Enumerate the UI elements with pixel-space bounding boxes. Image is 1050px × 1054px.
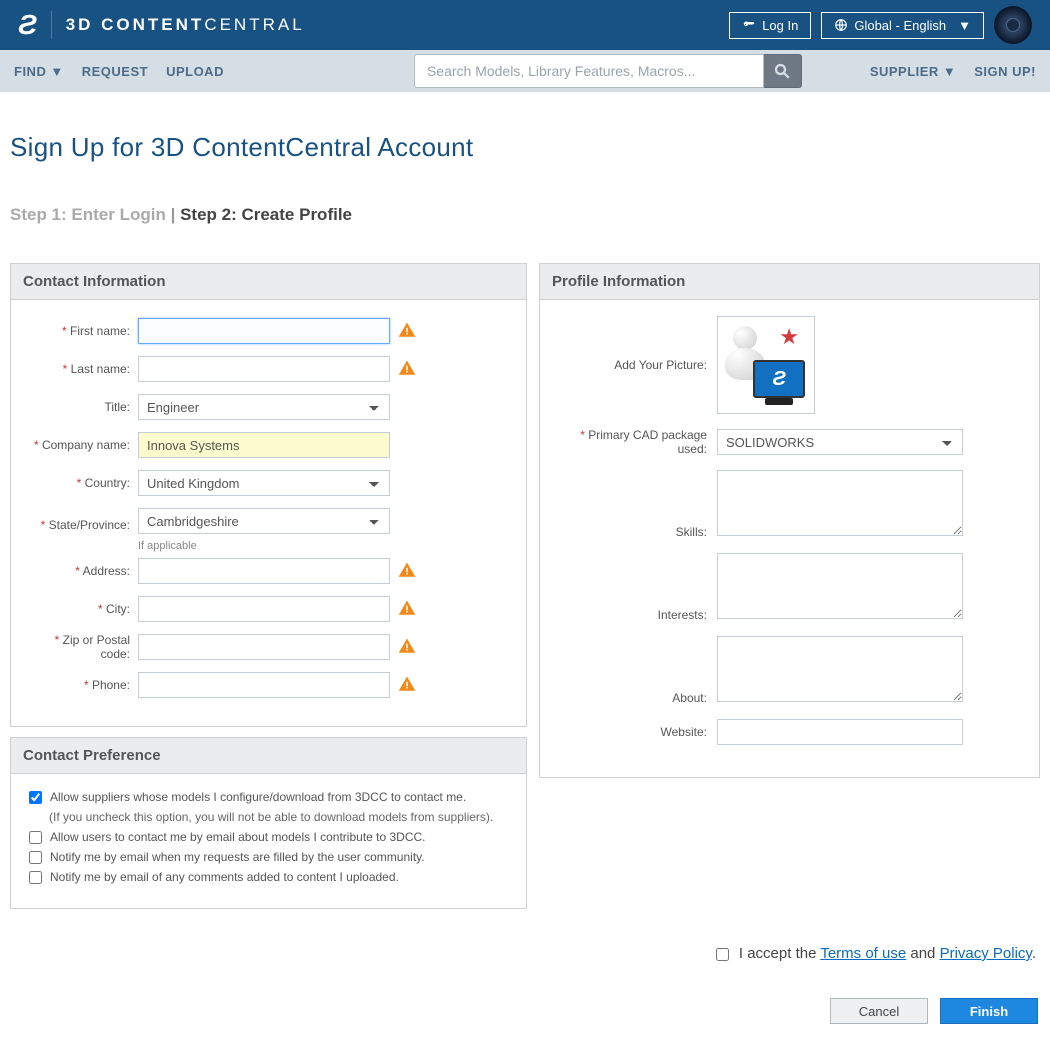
country-label: * Country: [29,476,134,490]
picture-label: Add Your Picture: [558,358,713,372]
nav-request[interactable]: REQUEST [82,64,148,79]
steps: Step 1: Enter Login | Step 2: Create Pro… [10,205,1040,225]
pref-requests-checkbox[interactable] [29,851,42,864]
phone-label: * Phone: [29,678,134,692]
warning-icon [398,561,416,582]
ds-logo-icon: Ƨ [18,9,37,41]
city-label: * City: [29,602,134,616]
search-button[interactable] [764,54,802,88]
cad-label: * Primary CAD package used: [558,428,713,456]
nav-find[interactable]: FIND ▼ [14,64,64,79]
state-label: * State/Province: [29,518,134,532]
search-input[interactable] [414,54,764,88]
page-title: Sign Up for 3D ContentCentral Account [10,132,1040,163]
skills-label: Skills: [558,525,713,539]
logo[interactable]: Ƨ 3D CONTENTCENTRAL [18,9,305,41]
pref-users-checkbox[interactable] [29,831,42,844]
address-label: * Address: [29,564,134,578]
pref-suppliers-label: Allow suppliers whose models I configure… [50,790,466,804]
step-1-label: Step 1: Enter Login [10,205,166,224]
pref-comments-checkbox[interactable] [29,871,42,884]
company-label: * Company name: [29,438,134,452]
cancel-button[interactable]: Cancel [830,998,928,1024]
first-name-input[interactable] [138,318,390,344]
nav-upload[interactable]: UPLOAD [166,64,224,79]
language-label: Global - English [854,18,946,33]
globe-icon [834,18,848,32]
pref-users-label: Allow users to contact me by email about… [50,830,426,844]
about-textarea[interactable] [717,636,963,702]
pref-comments-label: Notify me by email of any comments added… [50,870,399,884]
monitor-icon: Ƨ [753,360,805,398]
contact-header: Contact Information [11,264,526,300]
zip-input[interactable] [138,634,390,660]
logo-divider [51,11,52,39]
tos-checkbox[interactable] [716,948,729,961]
cad-select[interactable]: SOLIDWORKS [717,429,963,455]
avatar-head-icon [733,326,757,350]
warning-icon [398,321,416,342]
last-name-input[interactable] [138,356,390,382]
nav-supplier[interactable]: SUPPLIER ▼ [870,64,956,79]
city-input[interactable] [138,596,390,622]
language-button[interactable]: Global - English ▼ [821,12,984,39]
phone-input[interactable] [138,672,390,698]
last-name-label: * Last name: [29,362,134,376]
title-label: Title: [29,400,134,414]
contact-preference-section: Contact Preference Allow suppliers whose… [10,737,527,909]
warning-icon [398,599,416,620]
step-2-label: Step 2: Create Profile [180,205,352,224]
login-label: Log In [762,18,798,33]
profile-header: Profile Information [540,264,1039,300]
monitor-stand-icon [765,398,793,405]
pref-requests-label: Notify me by email when my requests are … [50,850,425,864]
chevron-down-icon: ▼ [958,18,971,33]
profile-picture-placeholder[interactable]: ★ Ƨ [717,316,815,414]
3dexperience-badge[interactable] [994,6,1032,44]
country-select[interactable]: United Kingdom [138,470,390,496]
interests-textarea[interactable] [717,553,963,619]
pref-suppliers-sublabel: (If you uncheck this option, you will no… [49,810,508,824]
searchbox [414,54,802,88]
chevron-down-icon: ▼ [943,64,956,79]
interests-label: Interests: [558,608,713,622]
search-icon [773,62,791,80]
warning-icon [398,359,416,380]
skills-textarea[interactable] [717,470,963,536]
chevron-down-icon: ▼ [50,64,63,79]
first-name-label: * First name: [29,324,134,338]
logo-text: 3D CONTENTCENTRAL [66,15,305,35]
zip-label: * Zip or Postal code: [29,633,134,661]
company-input[interactable] [138,432,390,458]
key-icon [742,18,756,32]
website-input[interactable] [717,719,963,745]
preference-header: Contact Preference [11,738,526,774]
contact-information-section: Contact Information * First name: * Last… [10,263,527,727]
star-icon: ★ [779,324,799,350]
pref-suppliers-checkbox[interactable] [29,791,42,804]
state-select[interactable]: Cambridgeshire [138,508,390,534]
page: Sign Up for 3D ContentCentral Account St… [0,92,1050,1054]
title-select[interactable]: Engineer [138,394,390,420]
about-label: About: [558,691,713,705]
finish-button[interactable]: Finish [940,998,1038,1024]
navbar: FIND ▼ REQUEST UPLOAD SUPPLIER ▼ SIGN UP… [0,50,1050,92]
nav-signup[interactable]: SIGN UP! [974,64,1036,79]
footer-area: I accept the Terms of use and Privacy Po… [10,945,1040,1024]
address-input[interactable] [138,558,390,584]
warning-icon [398,637,416,658]
login-button[interactable]: Log In [729,12,811,39]
topbar: Ƨ 3D CONTENTCENTRAL Log In Global - Engl… [0,0,1050,50]
warning-icon [398,675,416,696]
state-hint: If applicable [138,540,508,552]
website-label: Website: [558,725,713,739]
profile-information-section: Profile Information Add Your Picture: ★ … [539,263,1040,778]
